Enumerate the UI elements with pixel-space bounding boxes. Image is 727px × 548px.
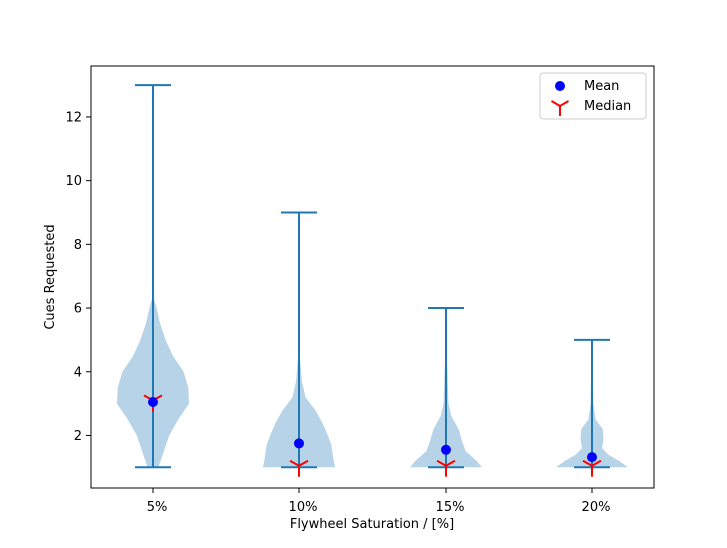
- median-marker: [289, 459, 309, 477]
- x-axis-label: Flywheel Saturation / [%]: [290, 517, 454, 532]
- y-tick-label: 4: [74, 365, 82, 380]
- plot-area: [117, 84, 628, 477]
- legend-median-marker: [550, 100, 570, 116]
- y-tick-label: 12: [65, 110, 82, 125]
- mean-marker: [587, 452, 597, 463]
- median-marker-right: [298, 459, 309, 467]
- x-axis: 5% 10% 15% 20%: [147, 488, 611, 515]
- legend-mean-marker: [555, 81, 565, 91]
- median-marker: [436, 459, 456, 477]
- mean-marker: [148, 397, 158, 408]
- median-marker-right: [445, 459, 456, 467]
- x-tick-label: 5%: [147, 500, 168, 515]
- mean-marker: [294, 438, 304, 449]
- legend-median-label: Median: [584, 99, 631, 114]
- axes-frame: [90, 65, 655, 489]
- y-axis: 2 4 6 8 10 12: [65, 110, 91, 444]
- median-marker-left: [289, 459, 300, 467]
- x-tick-label: 20%: [582, 500, 611, 515]
- y-tick-label: 6: [74, 302, 82, 317]
- median-marker: [582, 459, 602, 477]
- y-axis-label: Cues Requested: [43, 224, 58, 329]
- mean-marker: [441, 444, 451, 455]
- x-tick-label: 10%: [289, 500, 318, 515]
- x-tick-label: 15%: [436, 500, 465, 515]
- y-tick-label: 8: [74, 238, 82, 253]
- legend-box: [539, 72, 647, 120]
- legend: Mean Median: [539, 72, 647, 120]
- median-marker-left: [436, 459, 447, 467]
- median-marker-right: [591, 459, 602, 467]
- median-marker-left: [582, 459, 593, 467]
- legend-mean-label: Mean: [584, 79, 619, 94]
- y-tick-label: 10: [65, 174, 82, 189]
- y-tick-label: 2: [74, 429, 82, 444]
